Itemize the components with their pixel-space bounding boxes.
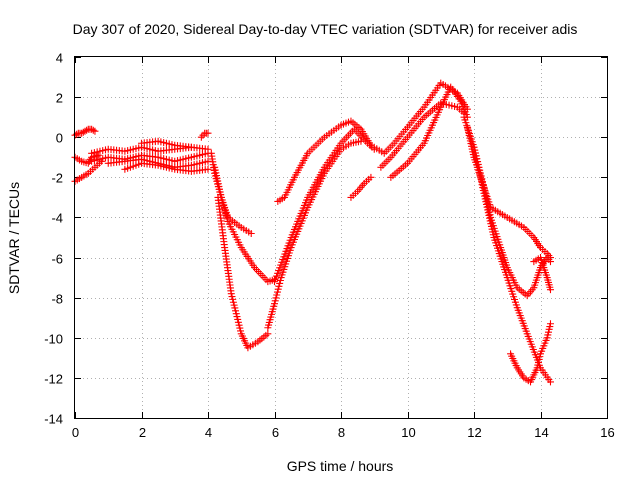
y-tick-label: 2 — [56, 91, 63, 106]
x-tick-label: 0 — [72, 425, 79, 440]
data-point — [271, 297, 279, 305]
series-arc-13 — [264, 137, 365, 332]
x-tick-label: 10 — [401, 425, 415, 440]
y-tick-label: -4 — [51, 211, 63, 226]
series-arc-19 — [377, 99, 468, 171]
data-point — [83, 126, 91, 134]
y-tick-label: -6 — [51, 252, 63, 267]
data-point — [276, 277, 284, 285]
x-tick-label: 2 — [139, 425, 146, 440]
series-arc-23 — [507, 320, 554, 386]
y-tick-label: 4 — [56, 51, 63, 66]
data-point — [204, 157, 212, 165]
x-tick-label: 4 — [205, 425, 212, 440]
data-point — [546, 286, 554, 294]
grid — [75, 57, 607, 418]
x-tick-label: 12 — [467, 425, 481, 440]
y-tick-label: -2 — [51, 171, 63, 186]
plot-frame — [74, 56, 608, 419]
data-point — [247, 229, 255, 237]
data-point — [272, 294, 280, 302]
data-point — [204, 165, 212, 173]
y-tick-label: -8 — [51, 292, 63, 307]
data-point — [275, 282, 283, 290]
series-arc-20 — [460, 113, 554, 300]
series-arc-8 — [138, 137, 195, 151]
data-point — [89, 126, 97, 134]
y-tick-label: 0 — [56, 131, 63, 146]
x-tick-label: 16 — [600, 425, 614, 440]
data-point — [273, 291, 281, 299]
data-points — [71, 79, 554, 386]
series-arc-22 — [470, 143, 554, 386]
y-tick-label: -12 — [44, 372, 63, 387]
chart-title: Day 307 of 2020, Sidereal Day-to-day VTE… — [73, 21, 578, 37]
data-point — [546, 378, 554, 386]
series-arc-2 — [71, 125, 99, 139]
data-point — [91, 127, 99, 135]
data-point — [264, 330, 272, 338]
series-arc-21 — [463, 123, 554, 262]
data-point — [274, 285, 282, 293]
axis-ticks: 0 2 4 6 8 10 12 14 16 -14 -12 -10 -8 -6 -4 -2 0 2 4 — [44, 51, 615, 441]
y-axis-label: SDTVAR / TECUs — [6, 182, 22, 294]
series-arc-7 — [121, 159, 212, 175]
x-tick-label: 6 — [272, 425, 279, 440]
series-arc-12 — [214, 193, 272, 352]
data-point — [271, 300, 278, 308]
series-arc-16 — [347, 173, 375, 201]
y-tick-label: -14 — [44, 412, 63, 427]
x-tick-label: 8 — [338, 425, 345, 440]
data-point — [204, 129, 212, 137]
x-tick-label: 14 — [534, 425, 548, 440]
data-point — [276, 279, 284, 287]
data-point — [546, 254, 554, 262]
series-arc-24 — [530, 254, 554, 294]
data-point — [273, 288, 281, 296]
y-tick-label: -10 — [44, 332, 63, 347]
series-arc-14 — [271, 125, 378, 286]
data-point — [546, 320, 554, 328]
data-point — [367, 173, 375, 181]
series-arc-15 — [274, 117, 375, 205]
x-axis-label: GPS time / hours — [287, 458, 394, 474]
data-point — [94, 151, 102, 159]
data-point — [187, 143, 195, 151]
series-arc-9 — [197, 129, 212, 141]
